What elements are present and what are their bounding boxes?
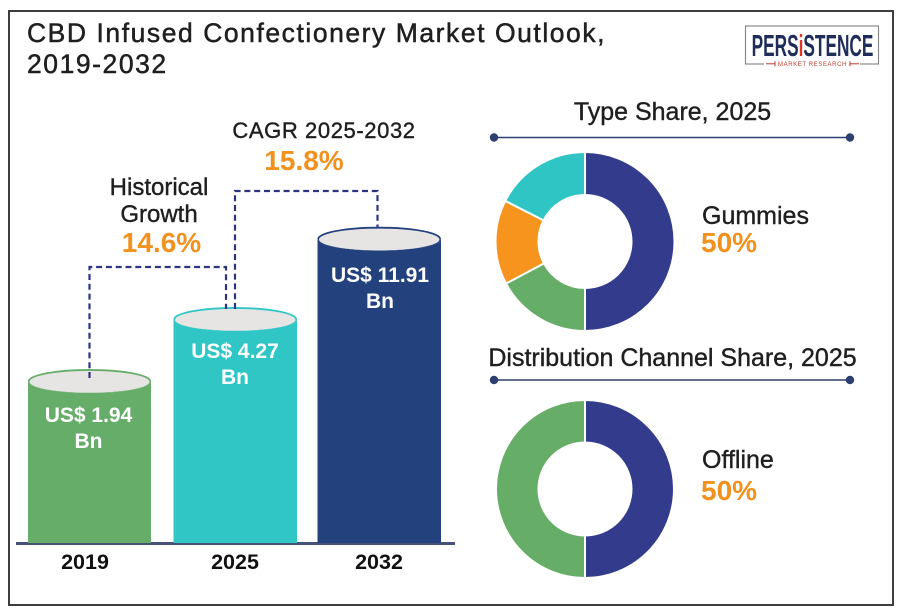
svg-text:MARKET RESEARCH: MARKET RESEARCH [778, 62, 847, 68]
svg-text:PERSiSTENCE: PERSiSTENCE [752, 29, 874, 64]
